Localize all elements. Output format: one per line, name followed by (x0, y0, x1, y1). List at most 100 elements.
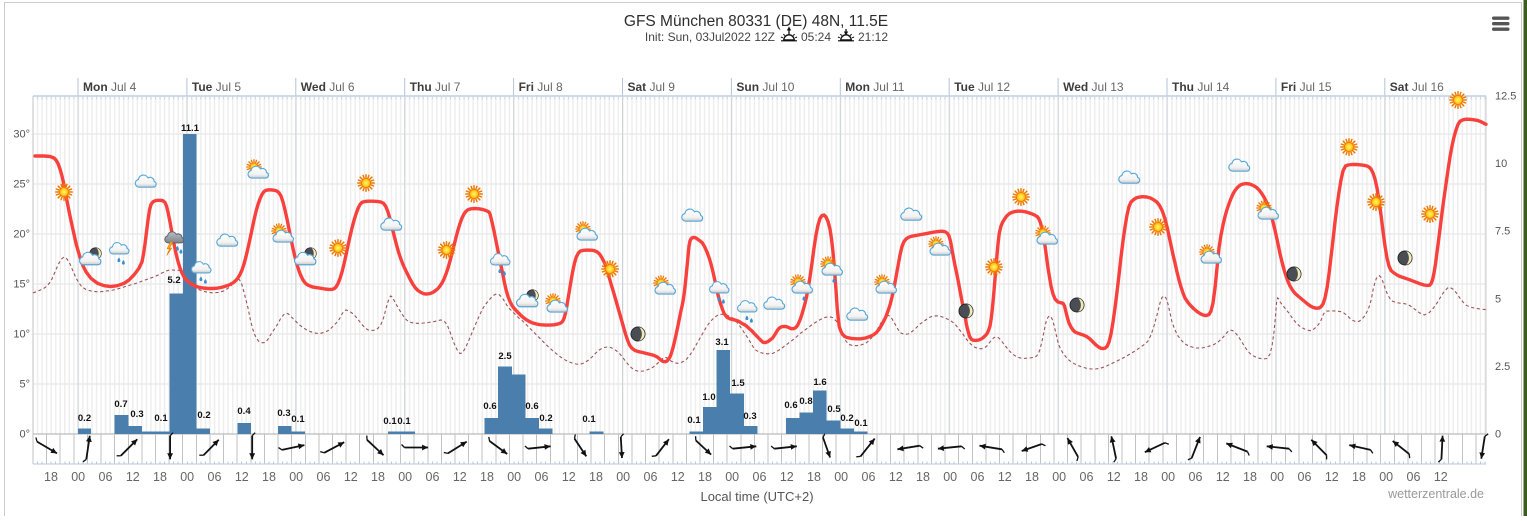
svg-text:25°: 25° (13, 179, 30, 191)
svg-text:Tue Jul 12: Tue Jul 12 (954, 80, 1010, 94)
svg-text:18: 18 (371, 470, 385, 484)
svg-text:06: 06 (1407, 470, 1421, 484)
svg-text:12: 12 (671, 470, 685, 484)
svg-text:0.1: 0.1 (854, 418, 868, 429)
svg-text:10°: 10° (13, 329, 30, 341)
svg-text:0.2: 0.2 (78, 413, 91, 424)
svg-text:12: 12 (235, 470, 249, 484)
svg-text:18: 18 (44, 470, 58, 484)
svg-text:Fri Jul 15: Fri Jul 15 (1281, 80, 1332, 94)
svg-text:7.5: 7.5 (1495, 226, 1510, 238)
svg-text:12: 12 (562, 470, 576, 484)
svg-text:1.5: 1.5 (731, 378, 745, 389)
svg-text:Local time (UTC+2): Local time (UTC+2) (700, 489, 813, 504)
svg-text:06: 06 (535, 470, 549, 484)
svg-text:0.3: 0.3 (277, 408, 290, 419)
svg-text:12: 12 (1434, 470, 1448, 484)
svg-text:06: 06 (99, 470, 113, 484)
svg-text:12: 12 (998, 470, 1012, 484)
svg-text:06: 06 (1298, 470, 1312, 484)
svg-text:12: 12 (1216, 470, 1230, 484)
svg-text:06: 06 (317, 470, 331, 484)
svg-text:00: 00 (71, 470, 85, 484)
svg-text:10: 10 (1495, 158, 1507, 170)
svg-text:00: 00 (834, 470, 848, 484)
svg-text:0.6: 0.6 (784, 400, 797, 411)
svg-text:5°: 5° (19, 379, 30, 391)
svg-text:Fri Jul 8: Fri Jul 8 (519, 80, 563, 94)
svg-text:0.1: 0.1 (154, 413, 168, 424)
svg-text:2.5: 2.5 (498, 351, 512, 362)
svg-text:30°: 30° (13, 129, 30, 141)
svg-text:18: 18 (480, 470, 494, 484)
svg-text:06: 06 (644, 470, 658, 484)
svg-text:0.1: 0.1 (397, 416, 411, 427)
svg-text:0.2: 0.2 (197, 410, 210, 421)
svg-text:Wed Jul 6: Wed Jul 6 (301, 80, 355, 94)
svg-text:0.1: 0.1 (291, 414, 305, 425)
svg-text:Init: Sun, 03Jul2022 12Z: Init: Sun, 03Jul2022 12Z (645, 30, 775, 44)
svg-text:00: 00 (616, 470, 630, 484)
svg-text:12: 12 (780, 470, 794, 484)
svg-text:12: 12 (344, 470, 358, 484)
svg-text:00: 00 (1379, 470, 1393, 484)
svg-text:06: 06 (426, 470, 440, 484)
svg-text:1.6: 1.6 (813, 377, 826, 388)
svg-text:18: 18 (916, 470, 930, 484)
svg-text:0.1: 0.1 (687, 415, 701, 426)
svg-text:12.5: 12.5 (1495, 91, 1516, 103)
svg-text:00: 00 (943, 470, 957, 484)
svg-text:0.1: 0.1 (383, 416, 397, 427)
svg-text:06: 06 (971, 470, 985, 484)
svg-text:Tue Jul 5: Tue Jul 5 (192, 80, 241, 94)
svg-text:Sat Jul 9: Sat Jul 9 (628, 80, 676, 94)
svg-text:Wed Jul 13: Wed Jul 13 (1063, 80, 1124, 94)
svg-text:00: 00 (1270, 470, 1284, 484)
svg-text:06: 06 (208, 470, 222, 484)
svg-text:3.1: 3.1 (715, 337, 729, 348)
svg-text:21:12: 21:12 (858, 30, 888, 44)
svg-text:00: 00 (1052, 470, 1066, 484)
svg-text:0.7: 0.7 (114, 399, 127, 410)
svg-text:12: 12 (126, 470, 140, 484)
svg-text:00: 00 (725, 470, 739, 484)
svg-text:06: 06 (1189, 470, 1203, 484)
svg-text:20°: 20° (13, 229, 30, 241)
svg-text:18: 18 (589, 470, 603, 484)
svg-text:12: 12 (1107, 470, 1121, 484)
svg-text:18: 18 (1352, 470, 1366, 484)
svg-text:0.1: 0.1 (582, 414, 596, 425)
svg-text:18: 18 (807, 470, 821, 484)
svg-text:Thu Jul 14: Thu Jul 14 (1172, 80, 1230, 94)
svg-text:Sun Jul 10: Sun Jul 10 (736, 80, 794, 94)
svg-text:0.6: 0.6 (525, 401, 538, 412)
svg-text:06: 06 (1080, 470, 1094, 484)
svg-text:0.4: 0.4 (237, 406, 251, 417)
svg-text:00: 00 (398, 470, 412, 484)
svg-text:12: 12 (1325, 470, 1339, 484)
svg-text:Mon Jul 11: Mon Jul 11 (845, 80, 904, 94)
svg-text:GFS München 80331 (DE) 48N, 11: GFS München 80331 (DE) 48N, 11.5E (624, 13, 888, 30)
svg-text:00: 00 (289, 470, 303, 484)
svg-text:Thu Jul 7: Thu Jul 7 (410, 80, 461, 94)
svg-text:06: 06 (753, 470, 767, 484)
svg-text:0.8: 0.8 (799, 396, 812, 407)
svg-text:0.2: 0.2 (539, 413, 552, 424)
svg-text:Mon Jul 4: Mon Jul 4 (83, 80, 137, 94)
svg-text:18: 18 (698, 470, 712, 484)
svg-text:11.1: 11.1 (181, 123, 200, 134)
svg-text:15°: 15° (13, 279, 30, 291)
svg-text:0.3: 0.3 (130, 409, 143, 420)
svg-text:0°: 0° (19, 429, 30, 441)
svg-text:06: 06 (862, 470, 876, 484)
svg-text:5.2: 5.2 (167, 275, 180, 286)
svg-text:00: 00 (180, 470, 194, 484)
svg-text:0.6: 0.6 (483, 401, 496, 412)
svg-text:0.2: 0.2 (840, 413, 853, 424)
svg-text:18: 18 (262, 470, 276, 484)
svg-text:0.5: 0.5 (827, 404, 841, 415)
svg-text:18: 18 (1134, 470, 1148, 484)
svg-text:12: 12 (889, 470, 903, 484)
svg-text:2.5: 2.5 (1495, 361, 1510, 373)
svg-text:18: 18 (1243, 470, 1257, 484)
